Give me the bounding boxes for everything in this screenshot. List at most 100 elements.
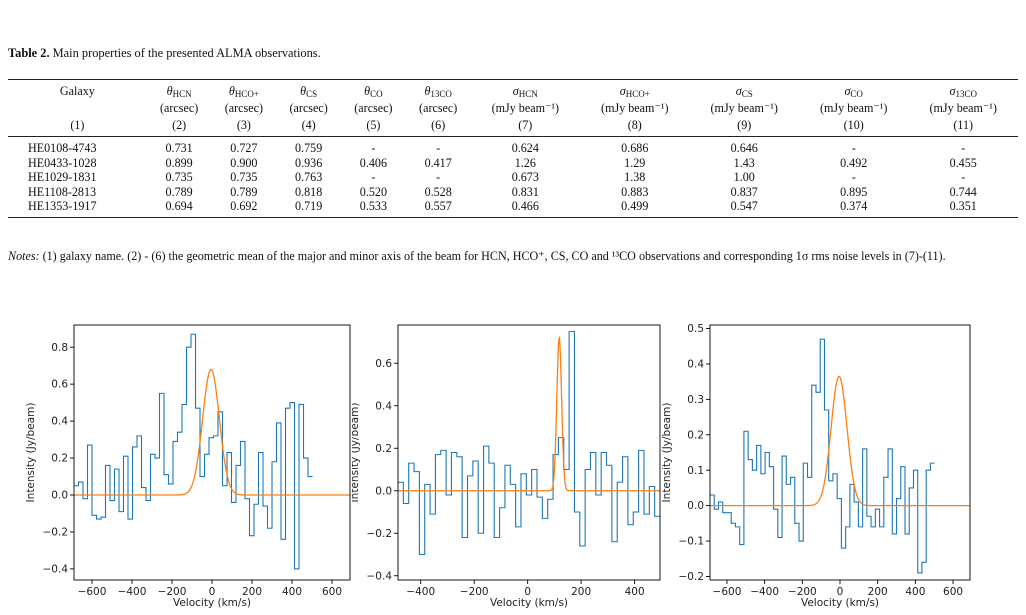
y-tick-label: 0.4 bbox=[687, 359, 704, 371]
x-tick-label: −600 bbox=[713, 586, 742, 598]
x-tick-label: −600 bbox=[78, 586, 107, 598]
table-cell: 1.29 bbox=[624, 155, 646, 170]
y-tick-label: 0.6 bbox=[51, 379, 68, 391]
gaussian-fit-line bbox=[710, 375, 970, 507]
table-cell: 0.731 bbox=[165, 141, 193, 155]
table-cell: 0.455 bbox=[949, 155, 977, 170]
x-tick-label: 200 bbox=[868, 586, 888, 598]
spectrum-step-line bbox=[398, 330, 660, 556]
table-cell: 0.759 bbox=[295, 141, 323, 155]
table-cell: 0.936 bbox=[295, 155, 323, 170]
gaussian-fit-line bbox=[74, 368, 350, 496]
table-cell: 0.727 bbox=[230, 141, 258, 155]
table-cell: 0.499 bbox=[580, 199, 690, 218]
y-tick-label: 0.0 bbox=[375, 485, 392, 497]
col-header-theta-cs: θCS (arcsec) bbox=[276, 79, 342, 115]
table-row: HE0108-4743 0.731 0.727 0.759 - - 0.624 0.686 0.… bbox=[8, 137, 1018, 156]
table-cell: - bbox=[851, 141, 856, 155]
col-number: (2) bbox=[146, 115, 212, 137]
table-row: HE1108-2813 0.789 0.789 0.818 0.520 0.528 0.83… bbox=[8, 185, 1018, 200]
col-number: (1) bbox=[8, 115, 147, 137]
table-cell: 0.719 bbox=[276, 199, 342, 218]
galaxy-name-cell: HE0433-1028 bbox=[28, 155, 97, 170]
gaussian-fit-line bbox=[398, 335, 660, 492]
col-header-theta-hcoplus: θHCO+ (arcsec) bbox=[211, 79, 277, 115]
y-tick-label: −0.2 bbox=[43, 527, 69, 539]
table-cell: 0.763 bbox=[295, 170, 323, 185]
table-cell: 0.547 bbox=[689, 199, 799, 218]
table-cell: 0.692 bbox=[211, 199, 277, 218]
table-cell: 0.374 bbox=[798, 199, 909, 218]
table-cell: 0.646 bbox=[730, 141, 758, 155]
x-tick-label: 400 bbox=[905, 586, 925, 598]
table-column-number-row: (1) (2) (3) (4) (5) (6) (7) (8) (9) (10)… bbox=[8, 115, 1018, 137]
table-cell: - bbox=[851, 170, 856, 185]
x-tick-label: −200 bbox=[460, 586, 489, 598]
table-cell: 0.694 bbox=[146, 199, 212, 218]
table-cell: 0.735 bbox=[230, 170, 258, 185]
table-cell: - bbox=[961, 170, 966, 185]
table-cell: 0.900 bbox=[230, 155, 258, 170]
table-cell: 0.417 bbox=[424, 155, 452, 170]
spectrum-step-line bbox=[74, 333, 313, 570]
table-cell: - bbox=[371, 170, 376, 185]
table-cell: 0.673 bbox=[511, 170, 539, 185]
table-cell: 0.895 bbox=[840, 184, 868, 199]
x-tick-label: 400 bbox=[282, 586, 302, 598]
x-axis-label: Velocity (km/s) bbox=[173, 597, 251, 608]
y-tick-label: 0.2 bbox=[51, 453, 68, 465]
table-cell: 0.624 bbox=[511, 141, 539, 155]
table-caption: Table 2. Main properties of the presente… bbox=[8, 46, 321, 61]
y-tick-label: −0.2 bbox=[679, 571, 705, 583]
spectrum-step-line bbox=[710, 338, 935, 574]
galaxy-name-cell: HE1108-2813 bbox=[28, 184, 97, 199]
y-tick-label: −0.2 bbox=[367, 528, 393, 540]
y-tick-label: 0.0 bbox=[51, 490, 68, 502]
col-header-theta-13co: θ13CO (arcsec) bbox=[405, 79, 471, 115]
table-cell: 1.00 bbox=[733, 170, 755, 185]
col-number: (5) bbox=[341, 115, 406, 137]
table-cell: 1.26 bbox=[514, 155, 536, 170]
table-cell: 1.43 bbox=[733, 155, 755, 170]
col-number: (9) bbox=[689, 115, 799, 137]
x-axis-label: Velocity (km/s) bbox=[801, 597, 879, 608]
x-tick-label: 200 bbox=[242, 586, 262, 598]
y-tick-label: 0.1 bbox=[687, 465, 704, 477]
x-axis-label: Velocity (km/s) bbox=[490, 597, 568, 608]
col-number: (3) bbox=[211, 115, 277, 137]
x-tick-label: −200 bbox=[788, 586, 817, 598]
table-cell: 0.686 bbox=[621, 141, 649, 155]
table-cell: 0.528 bbox=[424, 184, 452, 199]
col-header-theta-hcn: θHCN (arcsec) bbox=[146, 79, 212, 115]
spectrum-panel-3: −600 −400 −200 0 200 400 600 −0.2 −0.1 0.0 0.1 0.2 0… bbox=[661, 323, 971, 608]
col-header-galaxy: Galaxy bbox=[8, 79, 147, 115]
x-tick-label: 0 bbox=[209, 586, 216, 598]
x-tick-label: 600 bbox=[943, 586, 963, 598]
y-tick-label: 0.2 bbox=[375, 443, 392, 455]
x-tick-label: −400 bbox=[406, 586, 435, 598]
x-tick-label: −400 bbox=[118, 586, 147, 598]
table-cell: 0.533 bbox=[341, 199, 406, 218]
y-tick-label: 0.4 bbox=[375, 400, 392, 412]
table-notes: Notes: (1) galaxy name. (2) - (6) the ge… bbox=[8, 248, 1020, 265]
table-cell: 1.38 bbox=[624, 170, 646, 185]
y-tick-label: 0.3 bbox=[687, 394, 704, 406]
col-number: (6) bbox=[405, 115, 471, 137]
table-row: HE1029-1831 0.735 0.735 0.763 - - 0.673 1.38 1.0… bbox=[8, 170, 1018, 185]
notes-label: Notes: bbox=[8, 249, 40, 263]
table-cell: 0.520 bbox=[359, 184, 388, 199]
col-number: (10) bbox=[798, 115, 909, 137]
table-cell: 0.899 bbox=[165, 155, 193, 170]
table-cell: 0.789 bbox=[230, 184, 258, 199]
col-number: (8) bbox=[580, 115, 690, 137]
table-row: HE0433-1028 0.899 0.900 0.936 0.406 0.417 1.26… bbox=[8, 156, 1018, 171]
col-header-sigma-co: σCO (mJy beam⁻¹) bbox=[798, 79, 909, 115]
table-cell: - bbox=[371, 141, 376, 155]
y-tick-label: −0.4 bbox=[43, 564, 69, 576]
x-tick-label: 200 bbox=[571, 586, 591, 598]
table-cell: 0.735 bbox=[165, 170, 193, 185]
table-header-row: Galaxy θHCN (arcsec) θHCO+ (arcsec) θCS (ar… bbox=[8, 79, 1018, 115]
alma-properties-table: Galaxy θHCN (arcsec) θHCO+ (arcsec) θCS (ar… bbox=[8, 79, 1018, 218]
axes-frame bbox=[397, 324, 661, 581]
col-number: (7) bbox=[470, 115, 581, 137]
